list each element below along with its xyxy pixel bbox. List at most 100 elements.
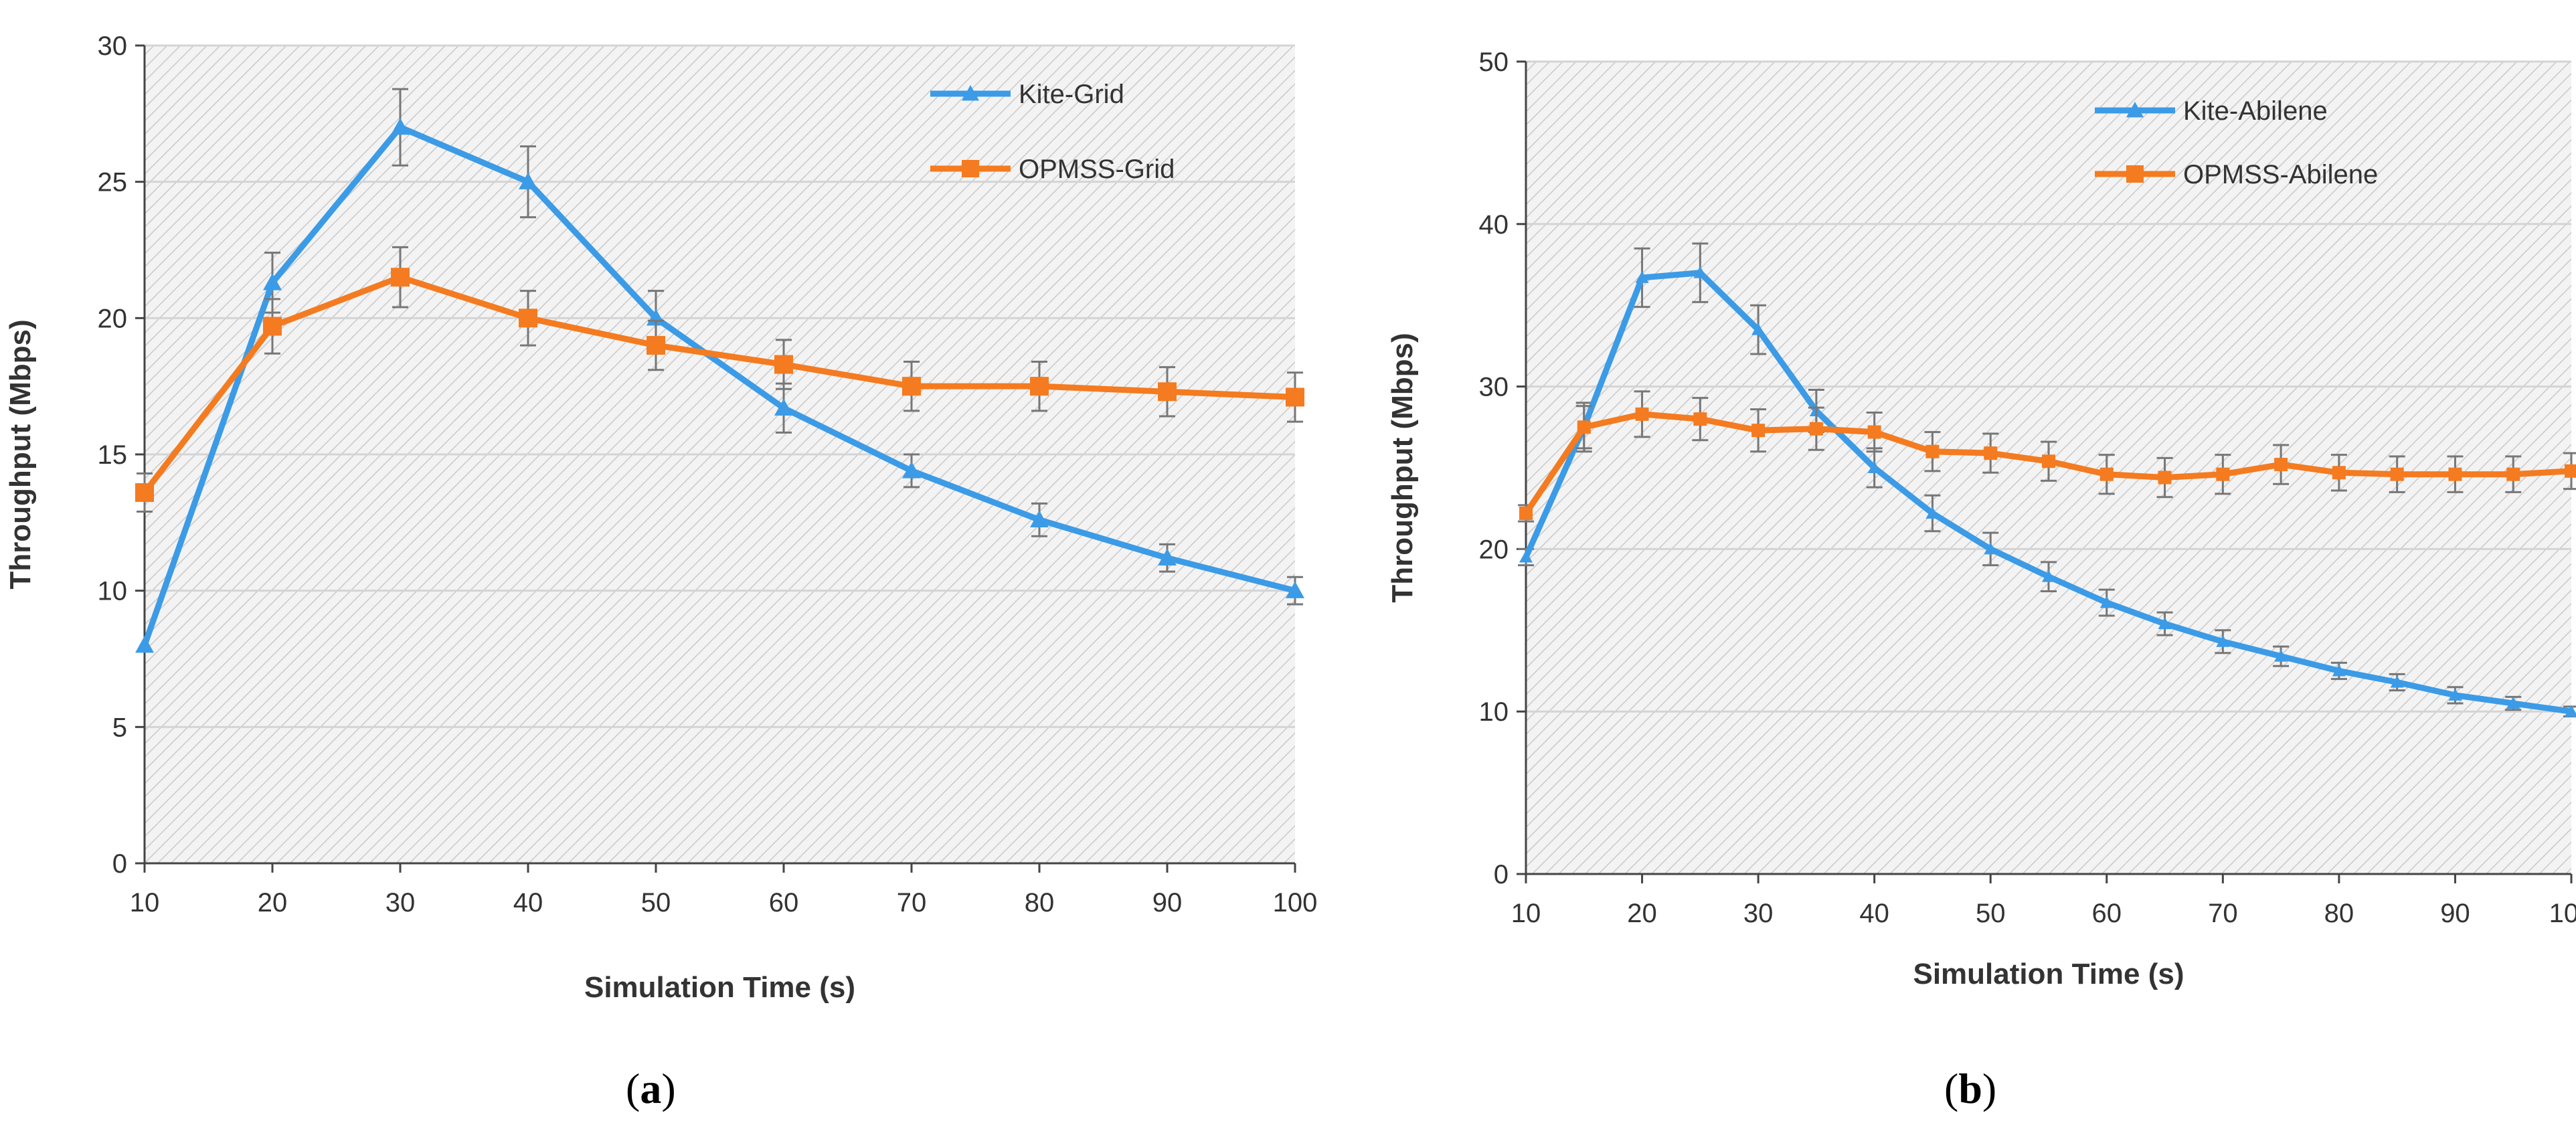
chart-a-legend: Kite-Grid OPMSS-Grid [930, 80, 1175, 184]
chart-a-x-tick-label: 90 [1152, 888, 1183, 917]
chart-a-y-tick-label: 30 [98, 31, 128, 61]
chart-b-series-0-point [2565, 705, 2576, 717]
chart-a-series-1-point [1286, 387, 1304, 407]
chart-b-legend-item-1-marker [2126, 165, 2144, 183]
chart-b-series-1-point [2158, 470, 2172, 485]
chart-b-series-0-point [2216, 634, 2230, 647]
chart-b-legend-item-0-label: Kite-Abilene [2183, 96, 2328, 126]
chart-a-series-1-point [774, 355, 793, 374]
chart-a-series-1-point [519, 309, 537, 328]
chart-b-series-1-point [1751, 424, 1766, 438]
chart-b-series-0-point [1867, 461, 1881, 473]
chart-a-series-0 [135, 88, 1304, 653]
chart-b-legend-item-0: Kite-Abilene [2095, 96, 2328, 126]
chart-b-x-tick-label: 70 [2208, 899, 2238, 928]
chart-b-series-1-point [1925, 444, 1940, 458]
chart-a-x-tick-label: 20 [258, 888, 288, 917]
chart-b-x-tick-label: 40 [1859, 899, 1889, 928]
chart-b-series-1-point [1519, 506, 1533, 520]
chart-b-series-0-point [1519, 550, 1533, 563]
chart-b-series-1-point [2216, 467, 2230, 481]
chart-b-series [1518, 242, 2576, 717]
chart-b-series-0 [1518, 242, 2576, 717]
chart-a-y-tick-label: 0 [112, 849, 127, 879]
chart-a-x-axis-title: Simulation Time (s) [584, 971, 855, 1004]
chart-b-series-0-point [2099, 596, 2114, 608]
chart-a-legend-item-0-label: Kite-Grid [1019, 80, 1124, 109]
chart-b-series-1-point [2332, 466, 2346, 480]
chart-a-series-1-point [135, 483, 154, 503]
chart-b-y-tick-label: 20 [1479, 535, 1509, 564]
chart-b-x-tick-label: 90 [2440, 899, 2470, 928]
chart-b-series-0-point [1925, 506, 1940, 519]
chart-b-y-tick-label: 30 [1479, 373, 1509, 402]
chart-b-series-1-point [2506, 467, 2520, 481]
chart-b-series-0-point [1635, 270, 1649, 283]
chart-b-series-0-point [1693, 266, 1707, 278]
chart-a-series [135, 88, 1304, 653]
chart-b-y-axis-title: Throughput (Mbps) [1386, 333, 1419, 602]
chart-a-y-tick-label: 10 [98, 577, 128, 606]
chart-a-legend-item-0: Kite-Grid [930, 80, 1124, 109]
chart-a-series-0-point [135, 636, 154, 653]
chart-a-series-0-point [1158, 548, 1177, 565]
chart-b-series-1-point [2565, 464, 2576, 478]
chart-a-series-0-point [263, 273, 282, 290]
chart-a-series-0-point [1286, 581, 1304, 598]
chart-b-x-tick-label: 60 [2092, 899, 2122, 928]
chart-b-series-0-point [1984, 542, 1998, 555]
chart-b-series-1-point [1984, 446, 1998, 460]
chart-a-series-1 [135, 246, 1304, 513]
chart-b-series-1 [1518, 390, 2576, 523]
chart-b-series-0-point [2042, 570, 2055, 582]
chart-b-series-0-point [2390, 675, 2404, 688]
chart-b-series-1-point [1867, 425, 1881, 439]
chart-a-series-1-point [391, 268, 410, 287]
chart-a-series-1-point [1030, 377, 1049, 396]
chart-a-series-0-point [1030, 510, 1049, 527]
chart-a-y-axis-title: Throughput (Mbps) [4, 319, 37, 589]
chart-b-series-1-point [1577, 420, 1591, 434]
chart-a-series-1-point [1158, 382, 1177, 402]
chart-b-series-1-point [1635, 407, 1649, 421]
chart-a-legend-item-1-label: OPMSS-Grid [1019, 155, 1175, 184]
chart-a-series-0-point [519, 172, 537, 189]
chart-b: 01020304050102030405060708090100Simulati… [1386, 48, 2576, 990]
chart-b-series-0-point [1751, 323, 1766, 335]
chart-b-x-tick-label: 50 [1976, 899, 2006, 928]
chart-b-legend-item-0-marker [2126, 102, 2144, 118]
chart-b-series-0-point [2448, 688, 2462, 701]
chart-b-series-1-point [2099, 467, 2114, 481]
chart-b-series-0-point [2506, 697, 2520, 709]
chart-a-y-tick-label: 5 [112, 713, 127, 742]
chart-a-x-tick-label: 80 [1025, 888, 1055, 917]
chart-a-x-tick-label: 50 [641, 888, 671, 917]
chart-b-x-tick-label: 100 [2549, 899, 2576, 928]
chart-b-series-1-point [2274, 458, 2288, 472]
chart-a-x-tick-label: 30 [385, 888, 416, 917]
chart-a-y-tick-label: 15 [98, 440, 128, 470]
chart-a-x-tick-label: 100 [1273, 888, 1318, 917]
chart-b-y-tick-label: 0 [1494, 860, 1509, 889]
panel-label-b: (b) [1944, 1065, 1997, 1112]
chart-b-legend-item-1-label: OPMSS-Abilene [2183, 160, 2378, 189]
chart-a-series-0-point [902, 461, 921, 478]
chart-b-x-tick-label: 80 [2324, 899, 2354, 928]
chart-b-legend: Kite-Abilene OPMSS-Abilene [2095, 96, 2378, 189]
chart-a-series-0-point [774, 398, 793, 416]
chart-b-axes: 01020304050102030405060708090100Simulati… [1386, 48, 2576, 990]
chart-b-series-1-point [1809, 422, 1823, 436]
chart-b-y-tick-label: 10 [1479, 697, 1509, 727]
chart-b-x-axis-title: Simulation Time (s) [1913, 958, 2184, 990]
chart-b-series-0-point [2274, 649, 2288, 662]
chart-a-series-0-point [391, 118, 410, 135]
chart-a-x-tick-label: 60 [769, 888, 799, 917]
chart-a-x-tick-label: 70 [897, 888, 927, 917]
chart-a-x-tick-label: 10 [130, 888, 160, 917]
chart-b-series-1-point [2042, 454, 2055, 468]
chart-b-x-tick-label: 20 [1627, 899, 1657, 928]
chart-a-legend-item-1-marker [962, 160, 979, 177]
chart-b-series-1-point [2448, 467, 2462, 481]
chart-a-y-tick-label: 20 [98, 304, 128, 333]
chart-a-axes: 0 5 10 15 20 25 30 10 20 30 40 50 60 70 80 90 100 Simulat… [4, 31, 1317, 1004]
